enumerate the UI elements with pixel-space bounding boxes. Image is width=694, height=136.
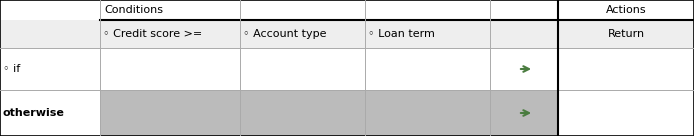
Text: otherwise: otherwise xyxy=(3,108,65,118)
Text: ◦ Loan term: ◦ Loan term xyxy=(368,29,435,39)
Text: Return: Return xyxy=(607,29,645,39)
Text: ◦ if: ◦ if xyxy=(3,64,20,74)
Text: ◦ Account type: ◦ Account type xyxy=(243,29,326,39)
Text: ◦ Credit score >=: ◦ Credit score >= xyxy=(103,29,202,39)
Text: Actions: Actions xyxy=(606,5,646,15)
Text: Conditions: Conditions xyxy=(104,5,163,15)
